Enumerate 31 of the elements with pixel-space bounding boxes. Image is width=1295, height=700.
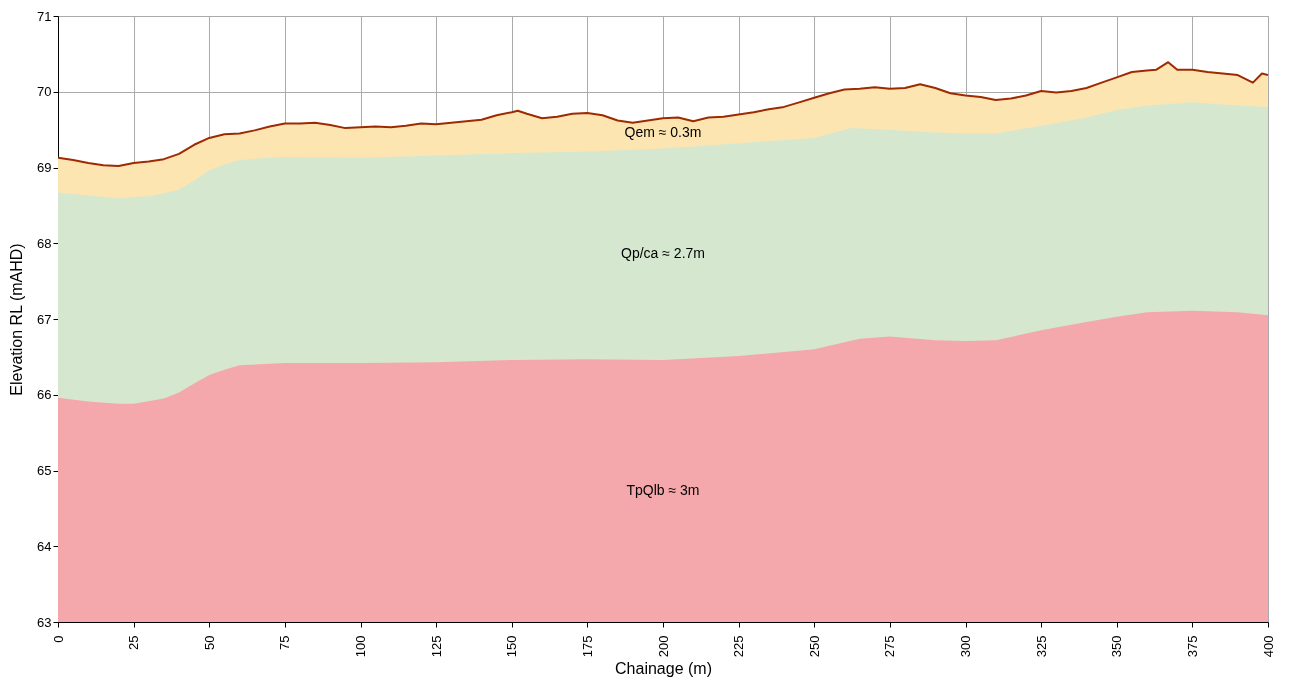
x-tick-label: 350 bbox=[1109, 635, 1125, 658]
x-tick-label: 150 bbox=[504, 635, 520, 658]
x-tick-label: 50 bbox=[201, 635, 217, 650]
x-tick-label: 125 bbox=[428, 635, 444, 658]
y-tick-label: 70 bbox=[37, 84, 52, 100]
x-tick-label: 250 bbox=[806, 635, 822, 658]
y-tick-label: 69 bbox=[37, 160, 52, 175]
y-tick-label: 63 bbox=[37, 614, 52, 630]
x-tick-label: 325 bbox=[1033, 635, 1049, 658]
x-tick-label: 75 bbox=[277, 635, 293, 650]
y-tick-label: 65 bbox=[37, 463, 52, 478]
annotation: Qp/ca ≈ 2.7m bbox=[621, 245, 705, 262]
x-tick-label: 375 bbox=[1184, 635, 1200, 658]
x-tick-label: 200 bbox=[655, 635, 671, 658]
y-tick-label: 68 bbox=[37, 235, 52, 251]
y-axis-title: Elevation RL (mAHD) bbox=[8, 243, 26, 396]
x-tick-label: 225 bbox=[731, 635, 747, 658]
annotation: Qem ≈ 0.3m bbox=[624, 124, 702, 141]
x-tick-label: 175 bbox=[579, 635, 595, 658]
x-tick-label: 275 bbox=[882, 635, 898, 658]
y-tick-label: 66 bbox=[37, 387, 52, 403]
x-tick-label: 100 bbox=[353, 635, 368, 658]
x-axis-title: Chainage (m) bbox=[615, 660, 712, 678]
y-tick-label: 67 bbox=[37, 311, 52, 327]
y-tick-label: 64 bbox=[37, 538, 52, 554]
x-tick-label: 25 bbox=[126, 635, 142, 650]
x-tick-label: 300 bbox=[958, 635, 973, 658]
annotation: TpQlb ≈ 3m bbox=[626, 481, 700, 498]
x-tick-label: 0 bbox=[50, 635, 66, 643]
y-tick-label: 71 bbox=[37, 8, 52, 24]
x-tick-label: 400 bbox=[1260, 635, 1276, 658]
